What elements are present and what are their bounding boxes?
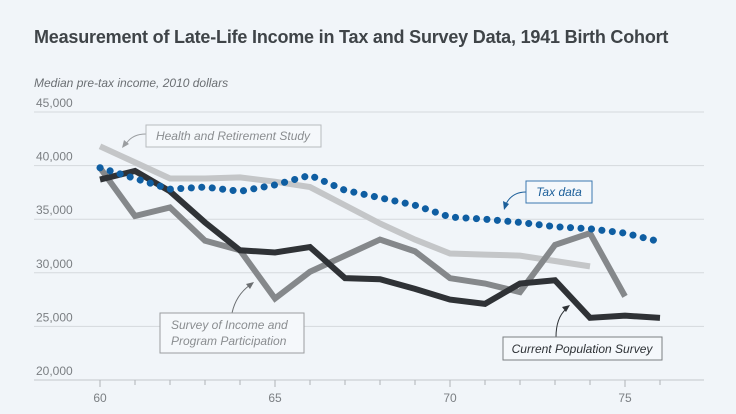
x-tick-label: 70 bbox=[443, 391, 457, 405]
series-tax-data bbox=[96, 164, 664, 246]
annotation-arrow bbox=[555, 308, 567, 338]
y-tick-label: 20,000 bbox=[36, 364, 73, 378]
y-tick-label: 45,000 bbox=[36, 96, 73, 110]
chart-title: Measurement of Late-Life Income in Tax a… bbox=[34, 27, 669, 47]
y-tick-label: 40,000 bbox=[36, 150, 73, 164]
series-health-and-retirement-study bbox=[98, 143, 591, 270]
arrow-head bbox=[122, 140, 129, 148]
annotation-hrs: Health and Retirement Study bbox=[156, 129, 311, 143]
series-line-health-and-retirement-study bbox=[98, 143, 591, 270]
arrow-head bbox=[503, 201, 509, 210]
series-line-tax-data bbox=[96, 164, 664, 246]
annotation-sipp-line1: Survey of Income and bbox=[171, 318, 288, 332]
annotation-box bbox=[159, 312, 305, 354]
annotation-arrow bbox=[231, 284, 251, 314]
annotation-arrow bbox=[125, 133, 147, 145]
y-tick-label: 30,000 bbox=[36, 257, 73, 271]
y-tick-label: 35,000 bbox=[36, 203, 73, 217]
y-tick-label: 25,000 bbox=[36, 310, 73, 324]
annotation-box bbox=[145, 124, 322, 148]
y-axis-label: Median pre-tax income, 2010 dollars bbox=[34, 76, 229, 90]
x-tick-label: 75 bbox=[618, 391, 632, 405]
annotation-sipp-line2: Program Participation bbox=[171, 334, 287, 348]
annotation-cps: Current Population Survey bbox=[512, 342, 654, 356]
annotation-box bbox=[525, 180, 593, 204]
annotation-arrow bbox=[505, 191, 527, 205]
arrow-head bbox=[562, 305, 570, 312]
annotation-tax: Tax data bbox=[536, 185, 582, 199]
x-tick-label: 60 bbox=[93, 391, 107, 405]
series-line-survey-of-income-and-program-participation bbox=[97, 165, 628, 303]
annotation-box bbox=[502, 336, 663, 361]
arrow-head bbox=[246, 282, 254, 289]
x-tick-label: 65 bbox=[268, 391, 282, 405]
